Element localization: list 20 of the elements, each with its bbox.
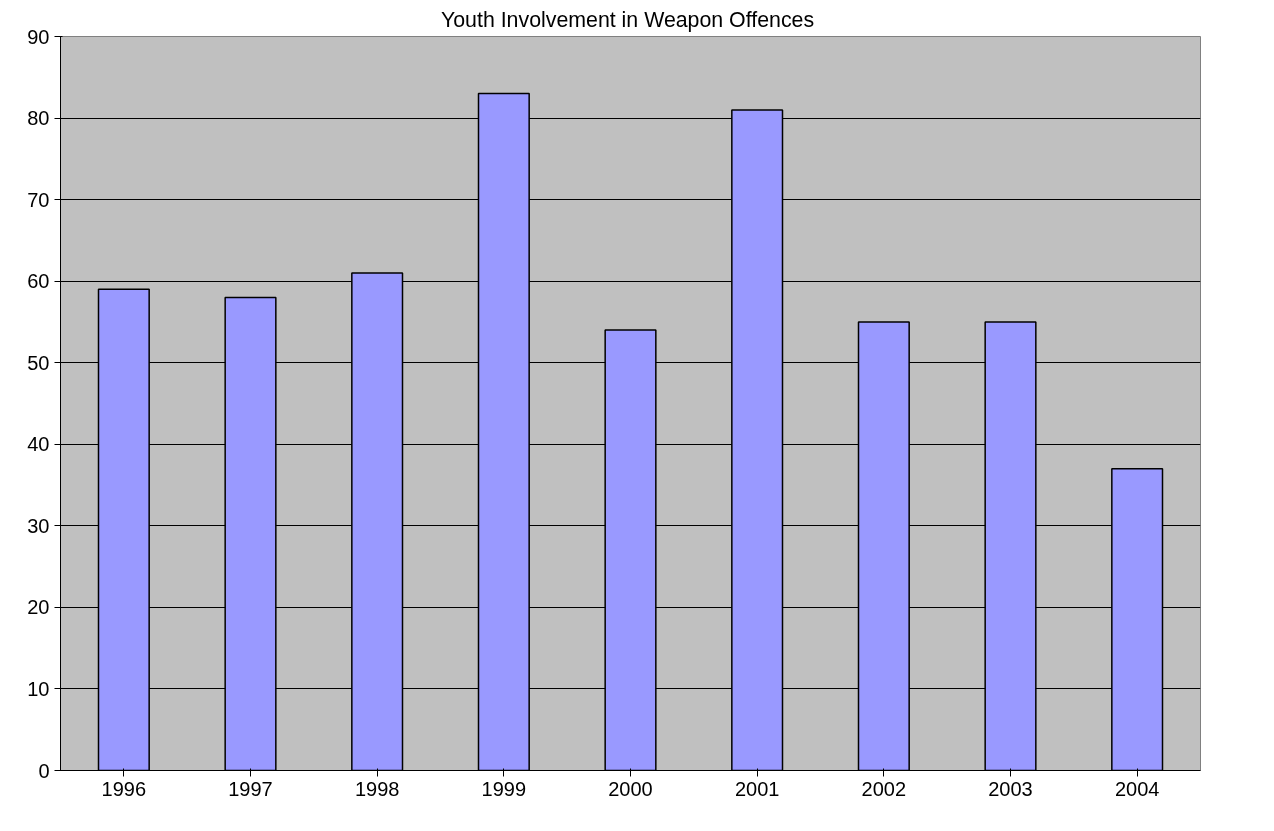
y-tick-label: 50 xyxy=(27,351,50,374)
x-tick-label: 1999 xyxy=(481,777,527,800)
chart-title: Youth Involvement in Weapon Offences xyxy=(440,7,815,32)
x-tick-label: 2004 xyxy=(1114,777,1160,800)
y-tick-label: 90 xyxy=(27,25,50,48)
x-tick-label: 2003 xyxy=(988,777,1033,800)
x-tick-label: 2002 xyxy=(861,777,907,800)
y-tick-label: 10 xyxy=(27,677,50,700)
y-tick-label: 80 xyxy=(27,107,50,130)
x-tick-label: 1996 xyxy=(101,777,147,800)
y-tick-label: 70 xyxy=(27,188,50,211)
x-tick-label: 1997 xyxy=(228,777,273,800)
y-tick-label: 20 xyxy=(27,596,50,619)
y-tick-label: 60 xyxy=(27,270,50,293)
y-tick-label: 40 xyxy=(27,433,50,456)
y-tick-label: 0 xyxy=(38,759,50,782)
x-tick-label: 2001 xyxy=(734,777,780,800)
x-tick-label: 1998 xyxy=(354,777,400,800)
y-tick-label: 30 xyxy=(27,514,50,537)
x-tick-label: 2000 xyxy=(608,777,653,800)
